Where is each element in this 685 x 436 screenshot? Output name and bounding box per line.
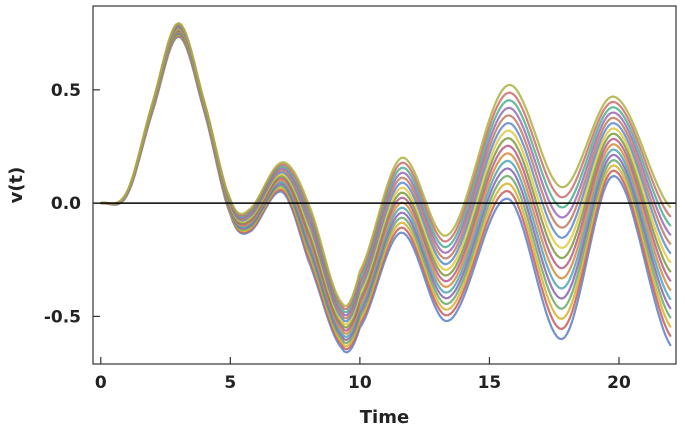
x-tick-label: 0 [95,373,107,393]
x-tick-label: 15 [478,373,502,393]
y-tick-label: 0.5 [51,81,81,101]
x-tick-label: 5 [224,373,236,393]
series-line [100,27,672,326]
y-tick-label: -0.5 [44,307,81,327]
series-line [100,21,672,308]
axes-layer: 0 5 10 15 20 -0.5 0.0 0.5 [44,81,631,393]
x-tick-label: 20 [607,373,631,393]
plot-frame [92,5,677,365]
y-tick-label: 0.0 [51,194,81,214]
x-axis-label: Time [360,407,409,428]
y-axis-label: v(t) [6,167,27,204]
x-tick-label: 10 [348,373,372,393]
series-layer [100,21,672,354]
